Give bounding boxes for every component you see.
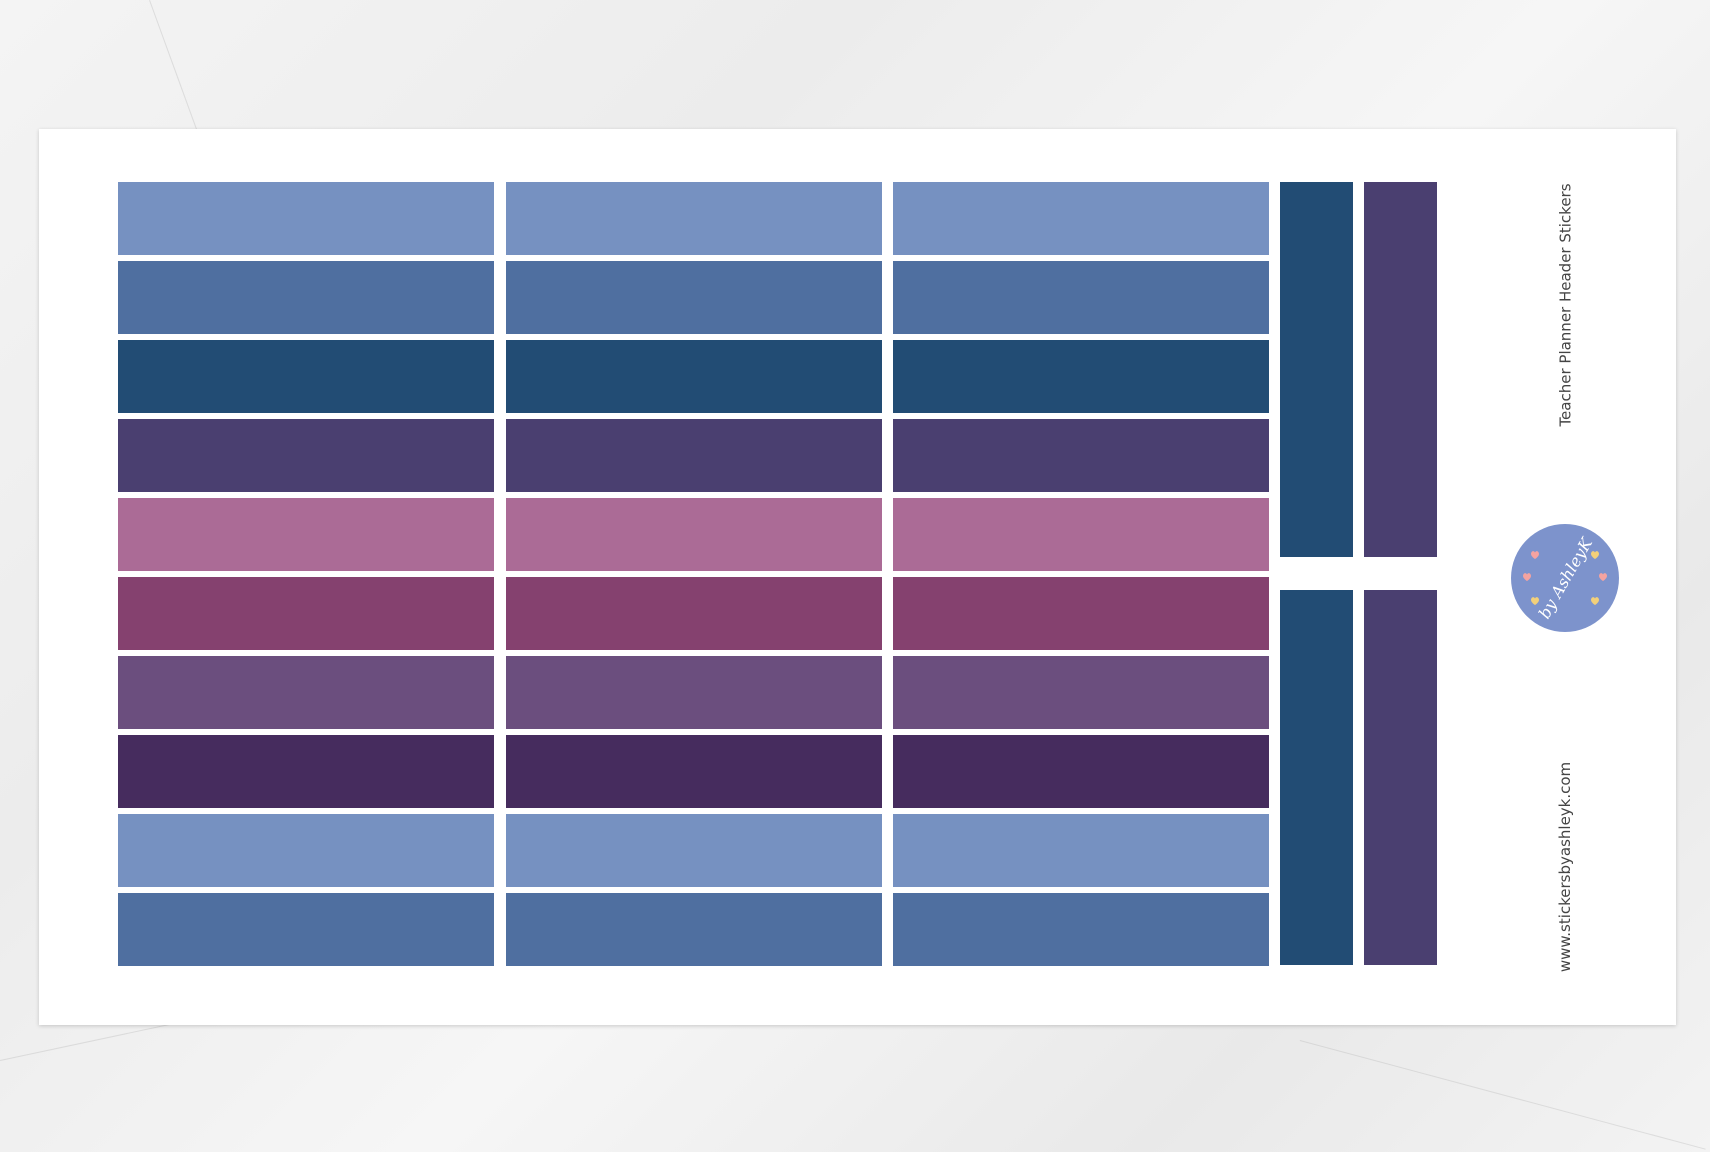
- header-sticker: [118, 735, 494, 808]
- header-sticker: [893, 735, 1269, 808]
- header-sticker: [118, 656, 494, 729]
- header-sticker: [893, 261, 1269, 334]
- header-sticker: [506, 577, 882, 650]
- vertical-strip-sticker: [1280, 590, 1353, 965]
- ashleyk-logo: by AshleyK: [1511, 524, 1619, 632]
- header-sticker: [506, 261, 882, 334]
- header-sticker: [506, 340, 882, 413]
- header-sticker: [893, 419, 1269, 492]
- website-url: www.stickersbyashleyk.com: [1556, 761, 1575, 973]
- header-sticker: [893, 340, 1269, 413]
- header-sticker: [893, 498, 1269, 571]
- header-sticker: [118, 577, 494, 650]
- header-sticker: [118, 893, 494, 966]
- header-sticker: [118, 261, 494, 334]
- header-sticker: [118, 419, 494, 492]
- header-sticker: [506, 419, 882, 492]
- header-sticker: [118, 498, 494, 571]
- vertical-strip-sticker: [1364, 590, 1437, 965]
- header-sticker: [118, 814, 494, 887]
- header-sticker: [506, 893, 882, 966]
- header-sticker: [506, 735, 882, 808]
- marble-vein: [1299, 1040, 1706, 1150]
- header-sticker: [506, 656, 882, 729]
- header-sticker: [506, 182, 882, 255]
- vertical-strip-sticker: [1364, 182, 1437, 557]
- header-sticker: [506, 814, 882, 887]
- header-sticker: [506, 498, 882, 571]
- header-sticker: [893, 814, 1269, 887]
- header-sticker: [893, 656, 1269, 729]
- header-sticker: [893, 893, 1269, 966]
- sheet-title: Teacher Planner Header Stickers: [1556, 183, 1575, 427]
- vertical-strip-sticker: [1280, 182, 1353, 557]
- logo-lettering: by AshleyK: [1535, 534, 1597, 622]
- header-sticker: [893, 577, 1269, 650]
- header-sticker: [893, 182, 1269, 255]
- header-sticker: [118, 182, 494, 255]
- header-sticker: [118, 340, 494, 413]
